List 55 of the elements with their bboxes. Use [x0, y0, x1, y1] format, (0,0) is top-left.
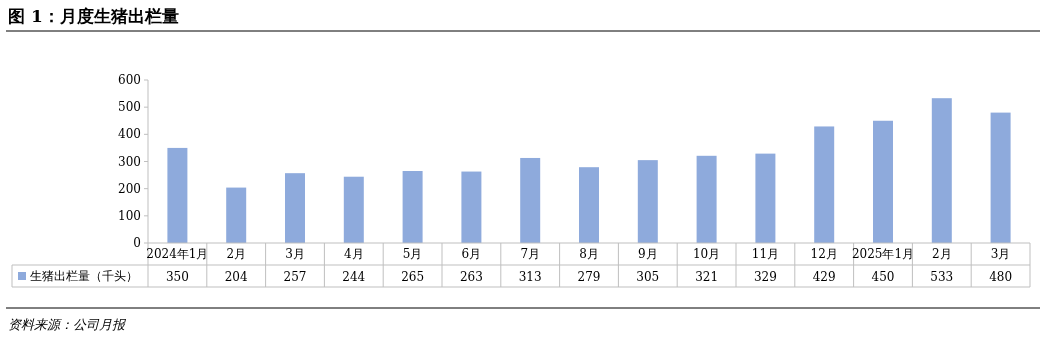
x-tick-label: 5月 — [402, 247, 423, 261]
bar — [814, 126, 835, 243]
x-tick-label: 2月 — [226, 247, 247, 261]
y-tick-label: 0 — [133, 236, 141, 250]
text: 资料来源：公司月报 — [8, 317, 127, 332]
bar — [167, 147, 188, 243]
data-label: 313 — [518, 270, 542, 284]
data-label: 450 — [871, 270, 895, 284]
bar — [931, 98, 952, 243]
data-label: 265 — [401, 270, 425, 284]
x-tick-label: 7月 — [520, 247, 541, 261]
y-tick-label: 300 — [118, 154, 141, 169]
x-tick-label: 3月 — [285, 247, 305, 261]
data-label: 305 — [636, 270, 660, 284]
bar — [520, 157, 541, 243]
x-tick-label: 11月 — [751, 247, 780, 261]
bar — [343, 176, 364, 243]
data-label: 257 — [283, 270, 307, 284]
y-tick-label: 200 — [118, 181, 141, 196]
data-label: 329 — [753, 270, 777, 284]
bar — [461, 171, 482, 243]
bar — [696, 155, 717, 243]
bar — [579, 167, 599, 243]
bar — [755, 153, 776, 243]
data-label: 429 — [812, 270, 836, 284]
bar — [637, 160, 658, 243]
data-label: 533 — [930, 270, 954, 284]
data-label: 244 — [342, 270, 366, 284]
x-tick-label: 12月 — [810, 247, 838, 261]
bar — [873, 120, 893, 243]
data-label: 480 — [989, 270, 1013, 284]
bar — [990, 112, 1011, 243]
x-tick-label: 3月 — [990, 247, 1011, 261]
legend-label: 生猪出栏量（千头） — [30, 269, 138, 283]
y-tick-label: 600 — [118, 73, 141, 87]
bar — [285, 173, 305, 243]
y-tick-label: 500 — [118, 100, 141, 115]
x-tick-label: 2025年1月 — [851, 247, 915, 261]
chart-title: 图 1：月度生猪出栏量 — [8, 6, 179, 26]
x-tick-label: 9月 — [637, 247, 658, 261]
x-tick-label: 10月 — [692, 247, 721, 261]
x-tick-label: 6月 — [461, 247, 482, 261]
bar — [226, 187, 247, 243]
x-tick-label: 2024年1月 — [146, 247, 209, 261]
x-tick-label: 2月 — [931, 247, 952, 261]
data-label: 279 — [577, 270, 601, 284]
data-label: 321 — [695, 270, 719, 284]
data-label: 350 — [165, 270, 189, 284]
bar — [402, 171, 423, 243]
y-tick-label: 400 — [118, 127, 141, 142]
data-label: 263 — [459, 270, 483, 284]
data-label: 204 — [224, 270, 249, 284]
x-tick-label: 8月 — [579, 247, 599, 261]
x-tick-label: 4月 — [343, 247, 364, 261]
y-tick-label: 100 — [118, 208, 141, 223]
